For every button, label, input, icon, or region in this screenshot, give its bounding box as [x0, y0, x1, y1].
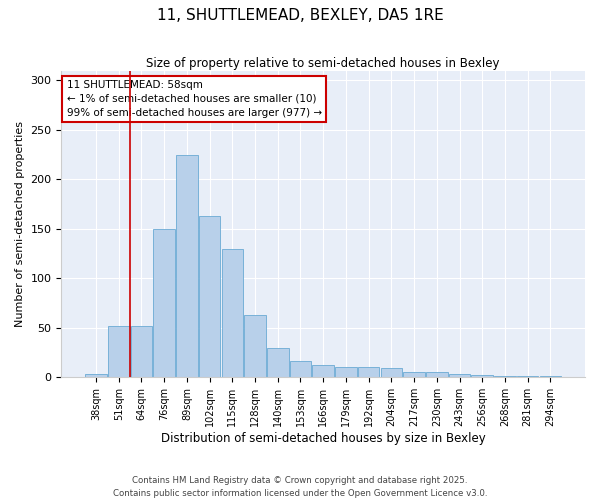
- Bar: [517, 376, 538, 378]
- Y-axis label: Number of semi-detached properties: Number of semi-detached properties: [15, 121, 25, 327]
- Bar: [358, 368, 379, 378]
- Bar: [154, 229, 175, 378]
- Bar: [403, 372, 425, 378]
- Bar: [380, 368, 402, 378]
- Bar: [131, 326, 152, 378]
- Bar: [472, 376, 493, 378]
- Bar: [494, 376, 516, 378]
- Bar: [267, 348, 289, 378]
- Bar: [290, 360, 311, 378]
- Bar: [199, 216, 220, 378]
- Bar: [221, 248, 243, 378]
- Title: Size of property relative to semi-detached houses in Bexley: Size of property relative to semi-detach…: [146, 58, 500, 70]
- Bar: [313, 366, 334, 378]
- Bar: [449, 374, 470, 378]
- X-axis label: Distribution of semi-detached houses by size in Bexley: Distribution of semi-detached houses by …: [161, 432, 485, 445]
- Text: Contains HM Land Registry data © Crown copyright and database right 2025.
Contai: Contains HM Land Registry data © Crown c…: [113, 476, 487, 498]
- Bar: [426, 372, 448, 378]
- Bar: [176, 154, 197, 378]
- Bar: [108, 326, 130, 378]
- Bar: [335, 368, 357, 378]
- Bar: [244, 315, 266, 378]
- Bar: [85, 374, 107, 378]
- Text: 11 SHUTTLEMEAD: 58sqm
← 1% of semi-detached houses are smaller (10)
99% of semi-: 11 SHUTTLEMEAD: 58sqm ← 1% of semi-detac…: [67, 80, 322, 118]
- Text: 11, SHUTTLEMEAD, BEXLEY, DA5 1RE: 11, SHUTTLEMEAD, BEXLEY, DA5 1RE: [157, 8, 443, 22]
- Bar: [539, 376, 561, 378]
